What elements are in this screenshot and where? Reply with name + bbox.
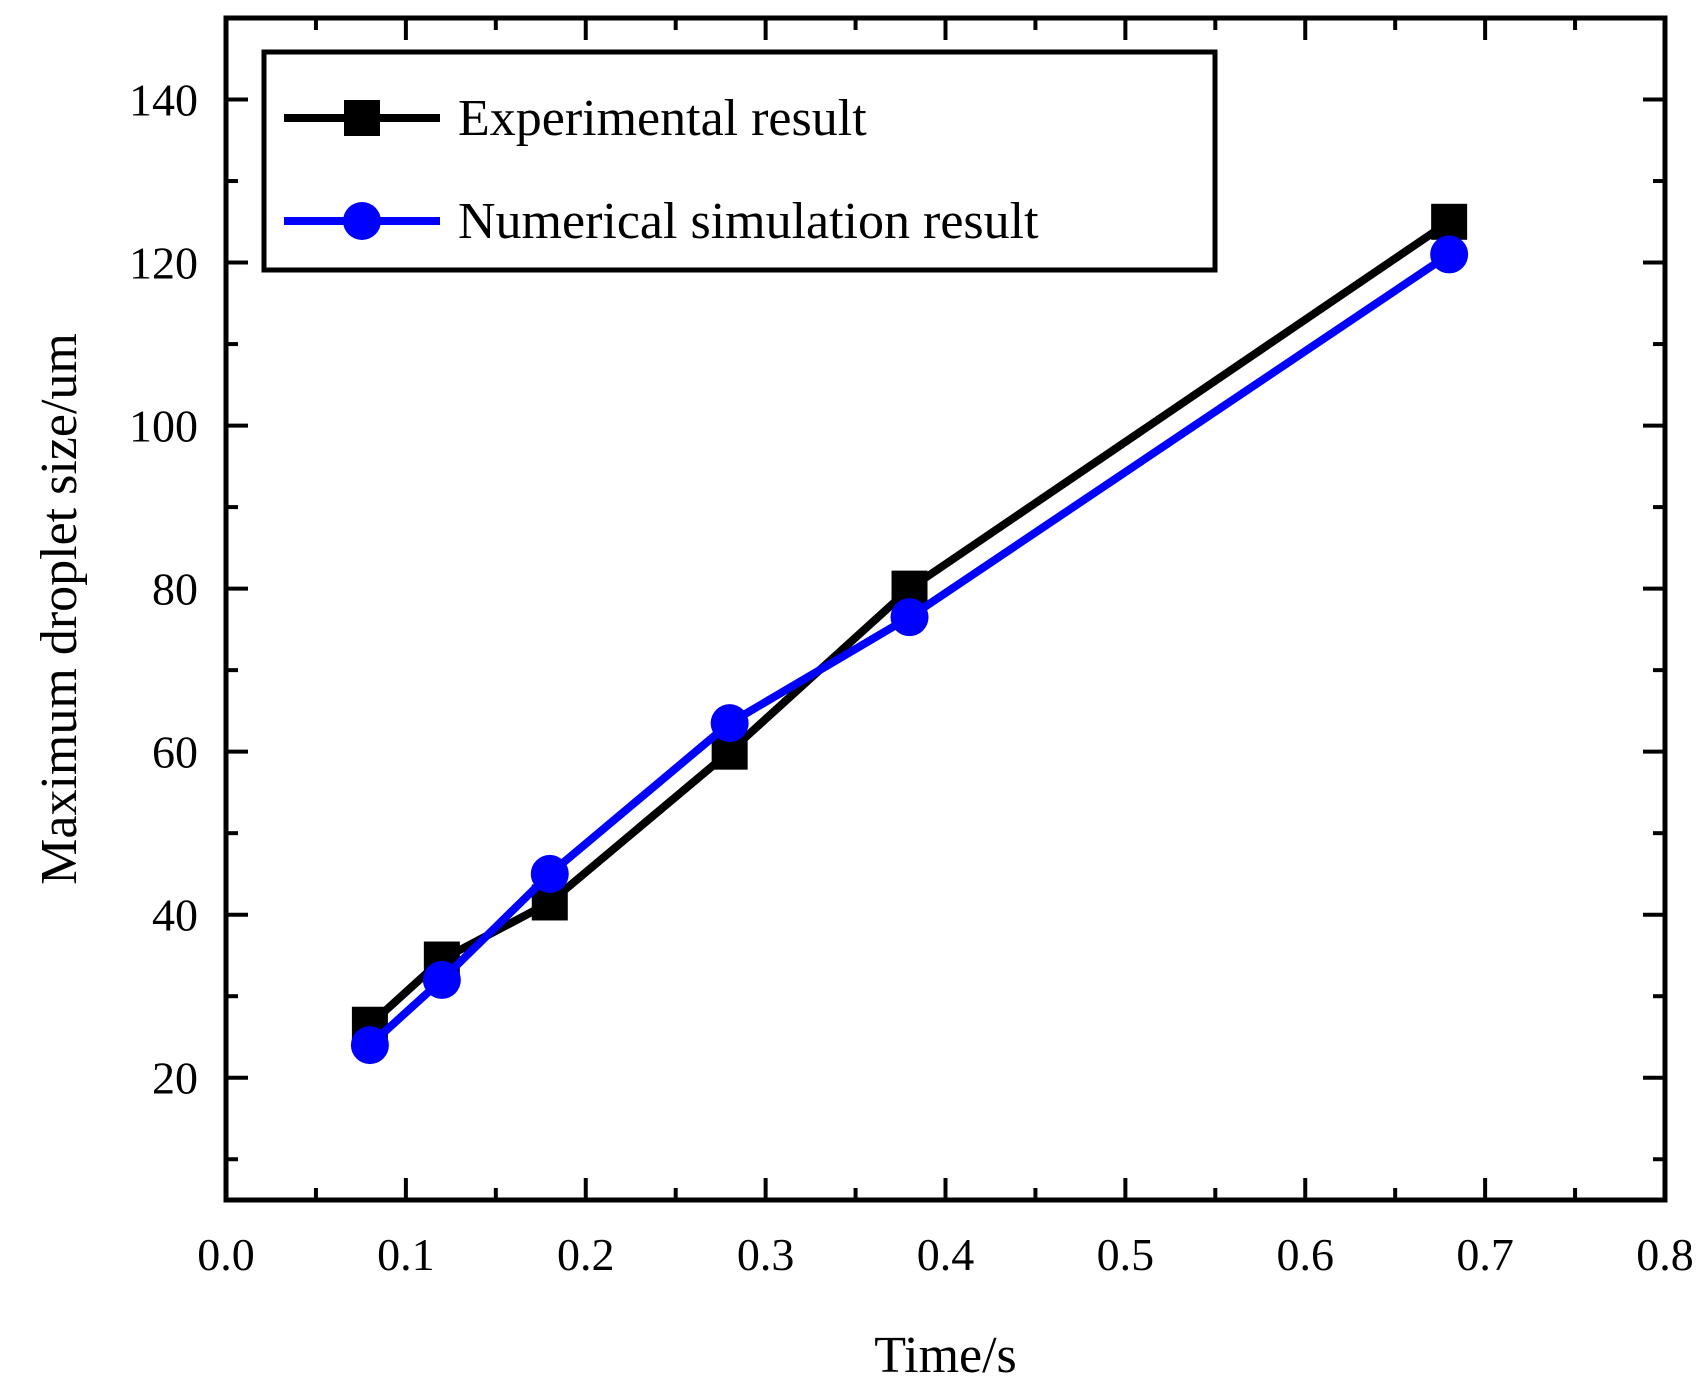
y-tick-label: 100: [129, 401, 198, 452]
x-axis-title: Time/s: [874, 1327, 1017, 1384]
x-tick-label: 0.2: [557, 1229, 615, 1280]
x-tick-label: 0.0: [197, 1229, 255, 1280]
y-tick-label: 140: [129, 75, 198, 126]
data-point-circle: [422, 960, 461, 999]
y-tick-label: 40: [152, 890, 198, 941]
x-tick-label: 0.4: [917, 1229, 975, 1280]
y-axis-title: Maximum droplet size/um: [31, 333, 88, 885]
y-axis-ticks: 20 40 60 80 100 120 140: [129, 75, 1665, 1162]
legend-label-0: Experimental result: [458, 90, 867, 147]
data-point-circle: [1430, 235, 1469, 274]
y-tick-label: 120: [129, 238, 198, 289]
legend-marker-circle: [343, 202, 381, 240]
y-tick-label: 20: [152, 1053, 198, 1104]
data-point-square: [1431, 203, 1468, 240]
legend-label-1: Numerical simulation result: [458, 193, 1039, 250]
data-point-circle: [710, 704, 749, 743]
data-point-circle: [350, 1026, 389, 1065]
x-axis-ticks: 0.0 0.1 0.2 0.3 0.4 0.5 0.6 0.7 0.8: [197, 18, 1694, 1280]
x-tick-label: 0.5: [1097, 1229, 1155, 1280]
y-tick-label: 80: [152, 564, 198, 615]
x-tick-label: 0.8: [1636, 1229, 1694, 1280]
x-tick-label: 0.6: [1277, 1229, 1335, 1280]
y-tick-label: 60: [152, 727, 198, 778]
x-tick-label: 0.1: [377, 1229, 435, 1280]
series-layer: [350, 203, 1469, 1065]
x-tick-label: 0.3: [737, 1229, 795, 1280]
data-point-circle: [890, 598, 929, 637]
x-tick-label: 0.7: [1456, 1229, 1514, 1280]
legend-marker-square: [344, 100, 380, 136]
data-point-circle: [530, 854, 569, 893]
legend-box: [261, 49, 1218, 273]
plot-frame: [223, 15, 1668, 1203]
legend: Experimental result Numerical simulation …: [261, 49, 1218, 273]
